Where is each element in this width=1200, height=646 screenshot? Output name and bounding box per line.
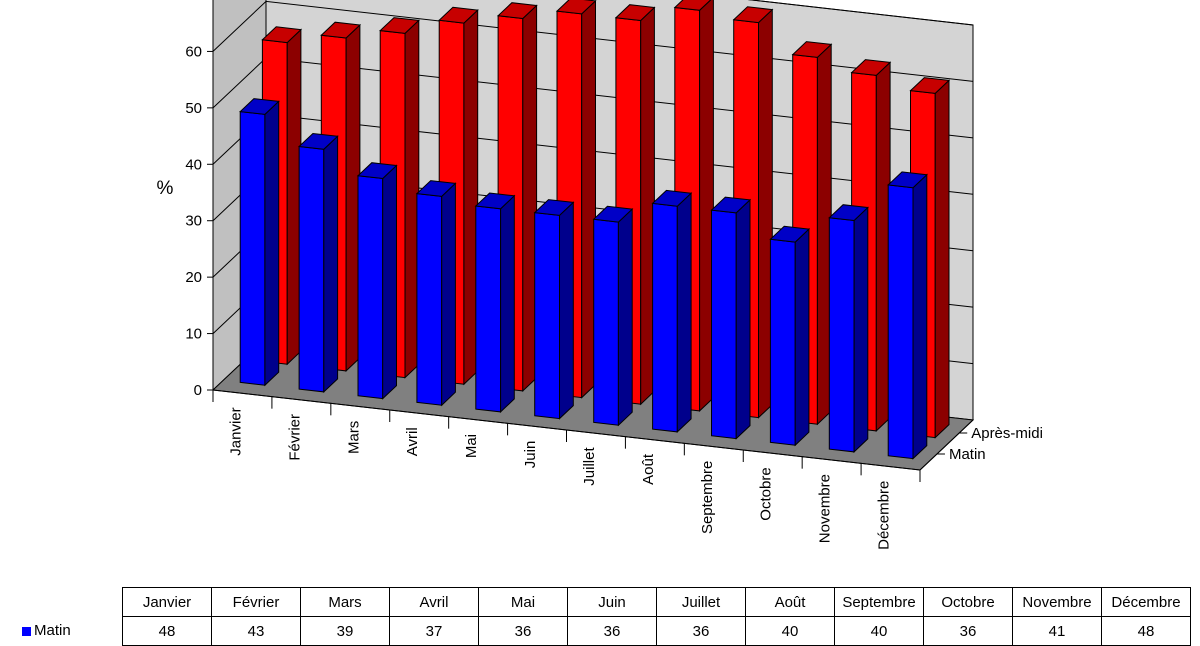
category-label: Février — [286, 414, 303, 461]
legend-swatch — [22, 626, 31, 636]
bar-matin — [828, 204, 869, 454]
y-tick-label: 50 — [185, 100, 202, 117]
bar-matin — [297, 132, 339, 394]
table-header-cell: Avril — [389, 587, 479, 617]
bar-matin — [592, 205, 634, 427]
table-cell: 43 — [211, 616, 301, 646]
category-label: Janvier — [227, 407, 244, 455]
category-label: Juillet — [581, 447, 598, 486]
table-cell: 36 — [656, 616, 746, 646]
category-label: Mars — [345, 421, 362, 454]
table-header-cell: Septembre — [834, 587, 924, 617]
table-header-cell: Janvier — [122, 587, 212, 617]
category-label: Août — [640, 453, 657, 485]
bar-matin — [474, 192, 516, 414]
table-cell: 40 — [745, 616, 835, 646]
table-cell: 36 — [923, 616, 1013, 646]
table-cell: 36 — [567, 616, 657, 646]
category-label: Décembre — [876, 481, 893, 550]
table-cell: 48 — [122, 616, 212, 646]
chart: 0 10 20 30 40 50 60 70% Janvier Février Mars Avril M… — [157, 0, 1043, 550]
bar-matin — [356, 162, 398, 400]
table-header-cell: Décembre — [1101, 587, 1191, 617]
y-tick-label: 30 — [185, 213, 202, 230]
table-header-cell: Mai — [478, 587, 568, 617]
table-cell: 36 — [478, 616, 568, 646]
category-label: Juin — [522, 441, 539, 469]
table-cell: 40 — [834, 616, 924, 646]
category-label: Mai — [463, 434, 480, 458]
bar-matin — [533, 199, 575, 420]
table-header-row: Janvier Février Mars Avril Mai Juin Juillet Aoû… — [122, 587, 1191, 617]
series-label: Matin — [949, 446, 986, 463]
category-label: Octobre — [758, 467, 775, 520]
table-header-cell: Juin — [567, 587, 657, 617]
table-header-cell: Octobre — [923, 587, 1013, 617]
depth-axis-line — [919, 419, 974, 471]
y-tick-label: 60 — [185, 43, 202, 60]
category-label: Septembre — [699, 461, 716, 534]
table-cell: 48 — [1101, 616, 1191, 646]
y-tick-label: 0 — [194, 382, 202, 399]
bar-matin — [710, 196, 752, 440]
table-header-cell: Mars — [300, 587, 390, 617]
x-axis-line — [212, 389, 921, 471]
legend-label: Matin — [34, 622, 71, 639]
data-table: Janvier Février Mars Avril Mai Juin Juillet Aoû… — [122, 587, 1191, 646]
bar-matin — [239, 98, 280, 387]
series-label: Après-midi — [971, 425, 1043, 442]
bar-matin — [415, 180, 457, 407]
table-cell: 37 — [389, 616, 479, 646]
table-header-cell: Février — [211, 587, 301, 617]
table-header-cell: Novembre — [1012, 587, 1102, 617]
table-header-cell: Août — [745, 587, 835, 617]
bar-matin — [769, 225, 811, 447]
y-axis-label: % — [157, 178, 174, 199]
table-row-label: Matin — [22, 622, 71, 639]
category-label: Novembre — [817, 474, 834, 543]
category-label: Avril — [404, 427, 421, 456]
table-row: 48 43 39 37 36 36 36 40 40 36 41 48 — [122, 616, 1191, 646]
table-header-cell: Juillet — [656, 587, 746, 617]
y-tick-label: 40 — [185, 156, 202, 173]
y-tick-label: 20 — [185, 269, 202, 286]
y-tick-label: 10 — [185, 326, 202, 343]
table-cell: 39 — [300, 616, 390, 646]
y-tick-label: 70 — [185, 0, 202, 4]
table-cell: 41 — [1012, 616, 1102, 646]
bar-matin — [887, 171, 928, 460]
bar-matin — [651, 189, 693, 434]
